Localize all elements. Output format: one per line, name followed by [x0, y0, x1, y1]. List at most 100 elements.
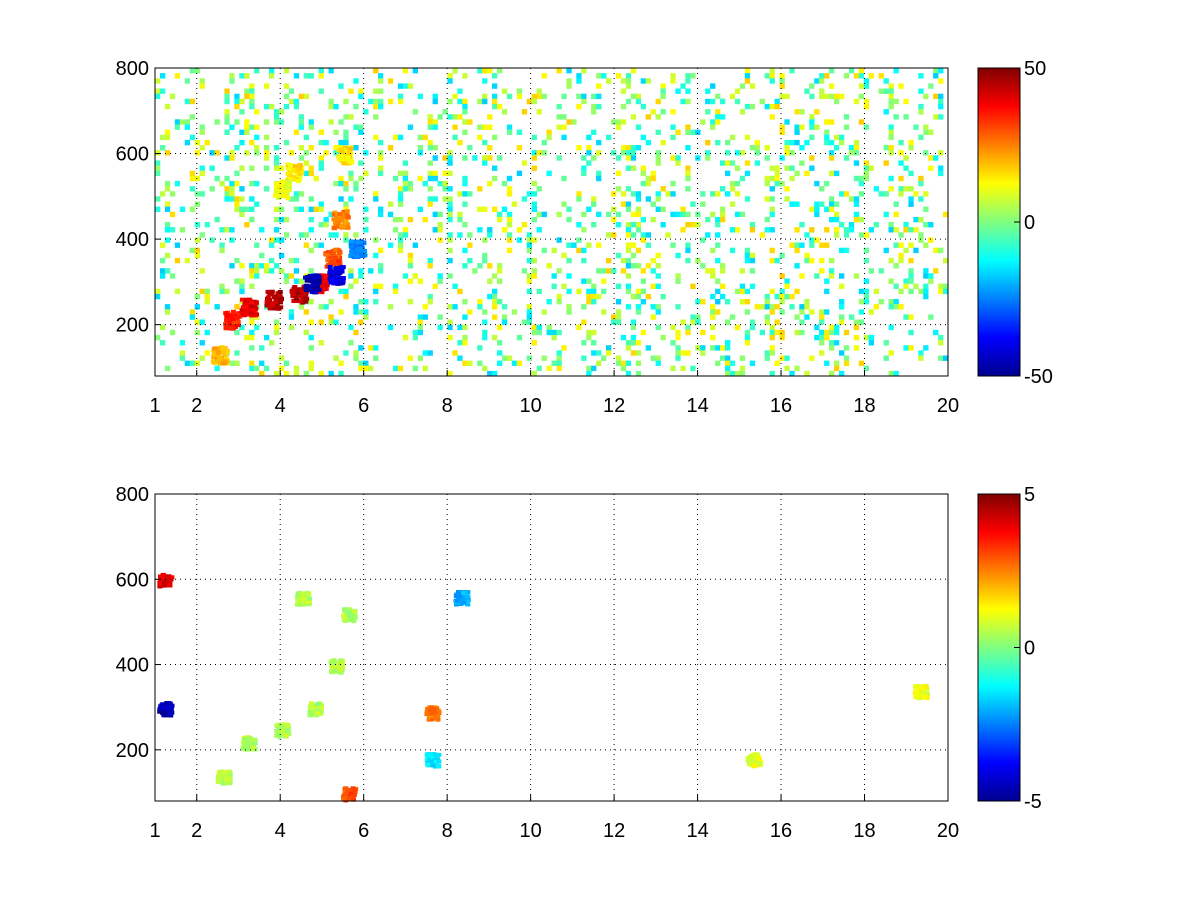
heatmap-cell: [804, 252, 810, 259]
heatmap-cell: [338, 670, 344, 675]
heatmap-cell: [561, 252, 567, 259]
heatmap-cell: [497, 263, 503, 269]
heatmap-cell: [338, 83, 344, 89]
heatmap-cell: [685, 329, 691, 336]
heatmap-cell: [194, 139, 200, 146]
heatmap-cell: [819, 257, 825, 264]
heatmap-cell: [784, 119, 790, 125]
heatmap-cell: [338, 119, 344, 125]
heatmap-cell: [199, 145, 205, 151]
heatmap-cell: [660, 186, 666, 192]
heatmap-cell: [893, 304, 899, 310]
heatmap-cell: [417, 134, 423, 141]
heatmap-cell: [809, 355, 815, 361]
heatmap-cell: [620, 150, 627, 156]
heatmap-cell: [521, 222, 528, 228]
heatmap-cell: [417, 314, 423, 320]
heatmap-cell: [903, 278, 909, 284]
heatmap-cell: [883, 247, 889, 254]
heatmap-cell: [215, 350, 221, 355]
heatmap-cell: [541, 355, 547, 361]
heatmap-cell: [467, 242, 473, 248]
heatmap-cell: [306, 285, 312, 290]
heatmap-cell: [734, 288, 741, 295]
heatmap-cell: [710, 304, 716, 310]
heatmap-cell: [249, 83, 255, 89]
heatmap-cell: [863, 98, 869, 105]
heatmap-cell: [264, 268, 270, 274]
heatmap-cell: [928, 83, 934, 89]
heatmap-cell: [546, 170, 552, 177]
heatmap-cell: [162, 703, 168, 708]
heatmap-cell: [915, 695, 921, 700]
heatmap-cell: [314, 702, 320, 707]
heatmap-cell: [264, 334, 270, 341]
heatmap-cell: [345, 797, 351, 802]
heatmap-cell: [839, 247, 845, 254]
heatmap-cell: [174, 257, 181, 264]
heatmap-cell: [611, 268, 617, 274]
heatmap-cell: [288, 98, 295, 105]
heatmap-cell: [194, 237, 200, 243]
heatmap-cell: [497, 360, 503, 366]
heatmap-cell: [242, 741, 247, 746]
heatmap-cell: [576, 103, 582, 110]
heatmap-cell: [194, 252, 200, 259]
heatmap-cell: [492, 175, 498, 182]
heatmap-cell: [467, 191, 473, 197]
heatmap-cell: [482, 160, 488, 166]
heatmap-cell: [344, 209, 350, 214]
heatmap-cell: [328, 119, 334, 125]
heatmap-cell: [397, 83, 404, 89]
heatmap-cell: [923, 191, 929, 197]
heatmap-cell: [809, 227, 815, 233]
heatmap-cell: [630, 242, 637, 248]
heatmap-cell: [868, 165, 874, 171]
heatmap-cell: [675, 160, 681, 166]
heatmap-cell: [725, 370, 731, 377]
heatmap-cell: [273, 329, 280, 336]
heatmap-cell: [531, 237, 537, 243]
heatmap-cell: [378, 268, 384, 274]
heatmap-cell: [744, 309, 751, 315]
heatmap-cell: [422, 180, 428, 187]
heatmap-cell: [249, 268, 255, 274]
heatmap-cell: [809, 155, 815, 161]
heatmap-cell: [194, 329, 200, 336]
heatmap-cell: [561, 283, 567, 289]
heatmap-cell: [685, 170, 691, 177]
heatmap-cell: [462, 175, 468, 182]
heatmap-cell: [824, 139, 830, 146]
heatmap-cell: [531, 268, 537, 274]
heatmap-cell: [675, 355, 681, 361]
heatmap-cell: [809, 165, 815, 171]
heatmap-cell: [611, 216, 617, 223]
heatmap-cell: [462, 247, 468, 254]
heatmap-cell: [883, 109, 889, 115]
heatmap-cell: [340, 278, 346, 283]
heatmap-cell: [774, 329, 780, 336]
heatmap-cell: [452, 283, 458, 289]
heatmap-cell: [581, 304, 587, 310]
heatmap-cell: [431, 709, 437, 714]
heatmap-cell: [581, 355, 587, 361]
heatmap-cell: [194, 319, 200, 325]
heatmap-cell: [285, 731, 290, 736]
heatmap-cell: [447, 98, 453, 105]
heatmap-cell: [336, 259, 341, 264]
heatmap-cell: [289, 288, 295, 293]
heatmap-cell: [239, 211, 245, 218]
heatmap-cell: [407, 263, 414, 269]
heatmap-cell: [744, 160, 751, 166]
heatmap-cell: [308, 701, 314, 706]
heatmap-cell: [430, 763, 436, 768]
heatmap-cell: [720, 283, 726, 289]
heatmap-cell: [240, 297, 245, 302]
heatmap-cell: [487, 155, 493, 161]
heatmap-cell: [293, 278, 300, 284]
heatmap-cell: [482, 237, 488, 243]
heatmap-cell: [764, 145, 770, 151]
heatmap-cell: [308, 145, 314, 151]
heatmap-cell: [868, 340, 874, 346]
heatmap-cell: [355, 240, 361, 245]
